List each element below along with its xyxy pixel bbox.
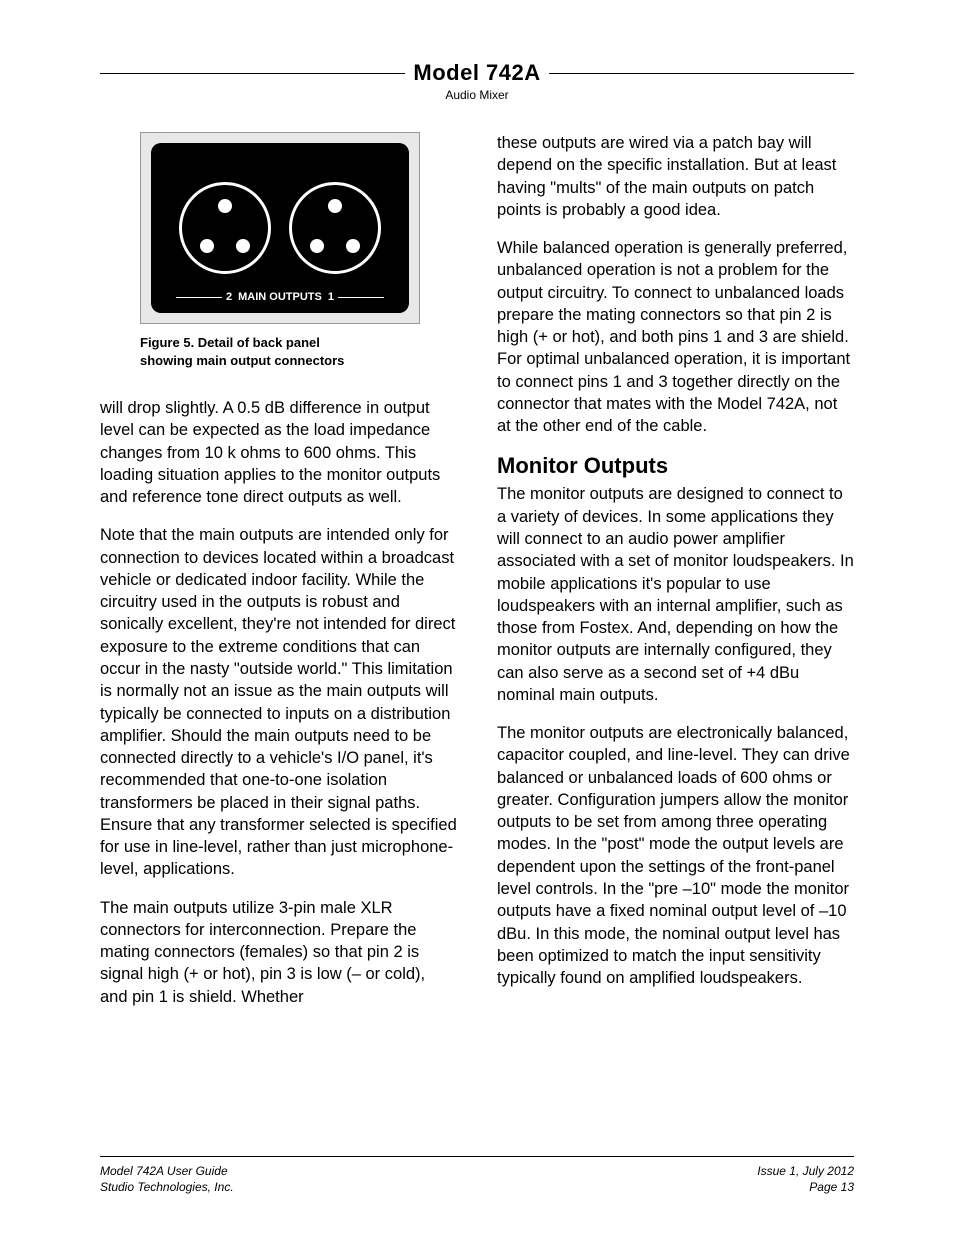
- right-column: these outputs are wired via a patch bay …: [497, 132, 854, 1024]
- xlr-panel: 2 MAIN OUTPUTS 1: [151, 143, 409, 313]
- left-paragraph-2: Note that the main outputs are intended …: [100, 524, 457, 880]
- page-header: Model 742A Audio Mixer: [100, 60, 854, 102]
- footer-page-number: Page 13: [809, 1180, 854, 1194]
- figure-caption-line1: Figure 5. Detail of back panel: [140, 335, 320, 350]
- xlr-connector-1: [289, 182, 381, 274]
- figure-5: 2 MAIN OUTPUTS 1: [140, 132, 420, 324]
- xlr-pin-icon: [218, 199, 232, 213]
- panel-number-1: 1: [328, 291, 334, 303]
- xlr-pin-icon: [310, 239, 324, 253]
- figure-caption: Figure 5. Detail of back panel showing m…: [140, 334, 457, 369]
- right-paragraph-3: The monitor outputs are designed to conn…: [497, 483, 854, 706]
- footer-issue: Issue 1, July 2012: [757, 1164, 854, 1178]
- model-title: Model 742A: [413, 60, 540, 86]
- left-paragraph-1: will drop slightly. A 0.5 dB difference …: [100, 397, 457, 508]
- right-paragraph-1: these outputs are wired via a patch bay …: [497, 132, 854, 221]
- panel-number-2: 2: [226, 291, 232, 303]
- panel-label-row: 2 MAIN OUTPUTS 1: [151, 291, 409, 303]
- footer-right: Issue 1, July 2012 Page 13: [757, 1163, 854, 1195]
- content-columns: 2 MAIN OUTPUTS 1 Figure 5. Detail of bac…: [100, 132, 854, 1024]
- left-paragraph-3: The main outputs utilize 3-pin male XLR …: [100, 897, 457, 1008]
- header-rule-left: [100, 73, 405, 74]
- xlr-connector-2: [179, 182, 271, 274]
- footer-rule: [100, 1156, 854, 1157]
- footer-company: Studio Technologies, Inc.: [100, 1180, 234, 1194]
- footer-guide-title: Model 742A User Guide: [100, 1164, 228, 1178]
- xlr-pin-icon: [346, 239, 360, 253]
- header-subtitle: Audio Mixer: [100, 88, 854, 102]
- figure-caption-line2: showing main output connectors: [140, 353, 344, 368]
- left-column: 2 MAIN OUTPUTS 1 Figure 5. Detail of bac…: [100, 132, 457, 1024]
- xlr-pin-icon: [236, 239, 250, 253]
- panel-rule-right: [338, 297, 384, 298]
- page-footer: Model 742A User Guide Studio Technologie…: [100, 1156, 854, 1195]
- panel-rule-left: [176, 297, 222, 298]
- xlr-pin-icon: [200, 239, 214, 253]
- right-paragraph-2: While balanced operation is generally pr…: [497, 237, 854, 437]
- header-rule-right: [549, 73, 854, 74]
- section-heading-monitor-outputs: Monitor Outputs: [497, 453, 854, 479]
- xlr-pin-icon: [328, 199, 342, 213]
- right-paragraph-4: The monitor outputs are electronically b…: [497, 722, 854, 989]
- footer-left: Model 742A User Guide Studio Technologie…: [100, 1163, 234, 1195]
- panel-label: MAIN OUTPUTS: [238, 291, 322, 303]
- figure-frame: 2 MAIN OUTPUTS 1: [140, 132, 420, 324]
